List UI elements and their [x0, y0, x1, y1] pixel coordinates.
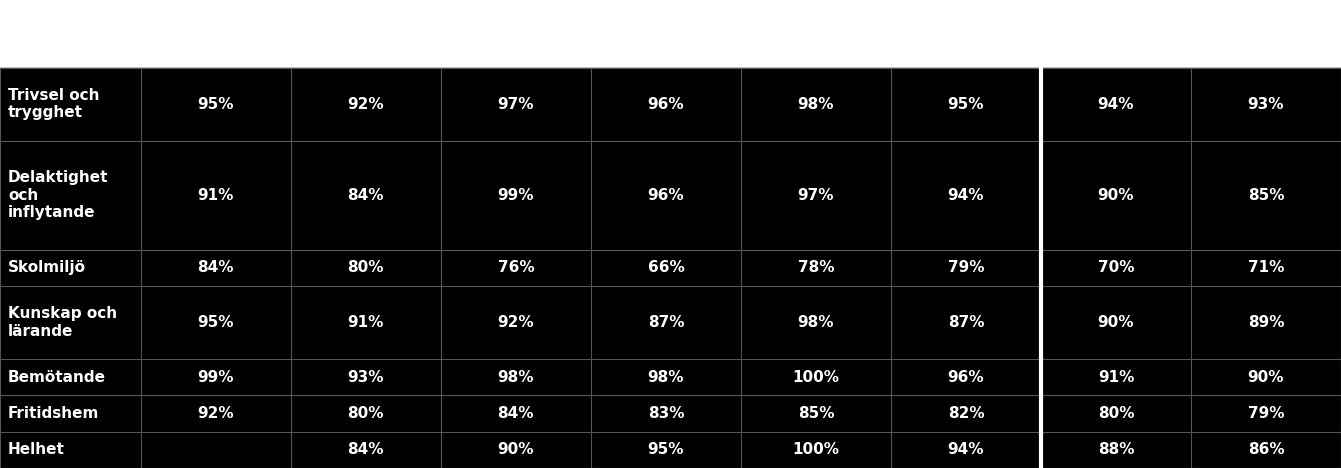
Text: 71%: 71%: [1247, 260, 1285, 276]
Text: 93%: 93%: [347, 370, 384, 385]
Text: 78%: 78%: [798, 260, 834, 276]
Text: Kunskap och
lärande: Kunskap och lärande: [8, 306, 117, 339]
Text: 90%: 90%: [498, 442, 534, 457]
Text: 91%: 91%: [1098, 370, 1134, 385]
Text: 89%: 89%: [1247, 315, 1285, 330]
Text: 91%: 91%: [197, 188, 235, 203]
Text: 79%: 79%: [1247, 406, 1285, 421]
Text: 94%: 94%: [948, 442, 984, 457]
Text: 87%: 87%: [648, 315, 684, 330]
Text: 100%: 100%: [793, 442, 839, 457]
Text: 98%: 98%: [798, 315, 834, 330]
Text: 98%: 98%: [798, 97, 834, 112]
Text: 97%: 97%: [498, 97, 534, 112]
Text: 76%: 76%: [498, 260, 534, 276]
Text: 79%: 79%: [948, 260, 984, 276]
Text: Delaktighet
och
inflytande: Delaktighet och inflytande: [8, 170, 109, 220]
Bar: [0, 68, 1341, 468]
Text: 98%: 98%: [648, 370, 684, 385]
Text: 95%: 95%: [197, 97, 235, 112]
Text: 94%: 94%: [1098, 97, 1134, 112]
Text: 83%: 83%: [648, 406, 684, 421]
Bar: [0, 0, 1341, 68]
Text: 98%: 98%: [498, 370, 534, 385]
Text: 91%: 91%: [347, 315, 384, 330]
Text: 84%: 84%: [347, 442, 384, 457]
Text: Trivsel och
trygghet: Trivsel och trygghet: [8, 88, 99, 120]
Text: 86%: 86%: [1247, 442, 1285, 457]
Text: 92%: 92%: [498, 315, 534, 330]
Text: 82%: 82%: [948, 406, 984, 421]
Text: 66%: 66%: [648, 260, 684, 276]
Text: 85%: 85%: [1247, 188, 1285, 203]
Text: 93%: 93%: [1247, 97, 1285, 112]
Text: 70%: 70%: [1098, 260, 1134, 276]
Text: 85%: 85%: [798, 406, 834, 421]
Text: 94%: 94%: [948, 188, 984, 203]
Text: 90%: 90%: [1098, 315, 1134, 330]
Text: 84%: 84%: [347, 188, 384, 203]
Text: 100%: 100%: [793, 370, 839, 385]
Text: 99%: 99%: [498, 188, 534, 203]
Text: 92%: 92%: [197, 406, 235, 421]
Text: Bemötande: Bemötande: [8, 370, 106, 385]
Text: 96%: 96%: [648, 97, 684, 112]
Text: 90%: 90%: [1247, 370, 1285, 385]
Text: 92%: 92%: [347, 97, 384, 112]
Text: Fritidshem: Fritidshem: [8, 406, 99, 421]
Text: Skolmiljö: Skolmiljö: [8, 260, 86, 276]
Text: 95%: 95%: [197, 315, 235, 330]
Text: 80%: 80%: [347, 406, 384, 421]
Text: Helhet: Helhet: [8, 442, 64, 457]
Text: 88%: 88%: [1098, 442, 1134, 457]
Text: 96%: 96%: [648, 188, 684, 203]
Text: 95%: 95%: [648, 442, 684, 457]
Text: 87%: 87%: [948, 315, 984, 330]
Text: 90%: 90%: [1098, 188, 1134, 203]
Text: 80%: 80%: [347, 260, 384, 276]
Text: 84%: 84%: [498, 406, 534, 421]
Text: 99%: 99%: [197, 370, 235, 385]
Text: 96%: 96%: [948, 370, 984, 385]
Text: 80%: 80%: [1098, 406, 1134, 421]
Text: 84%: 84%: [197, 260, 235, 276]
Text: 97%: 97%: [798, 188, 834, 203]
Text: 95%: 95%: [948, 97, 984, 112]
